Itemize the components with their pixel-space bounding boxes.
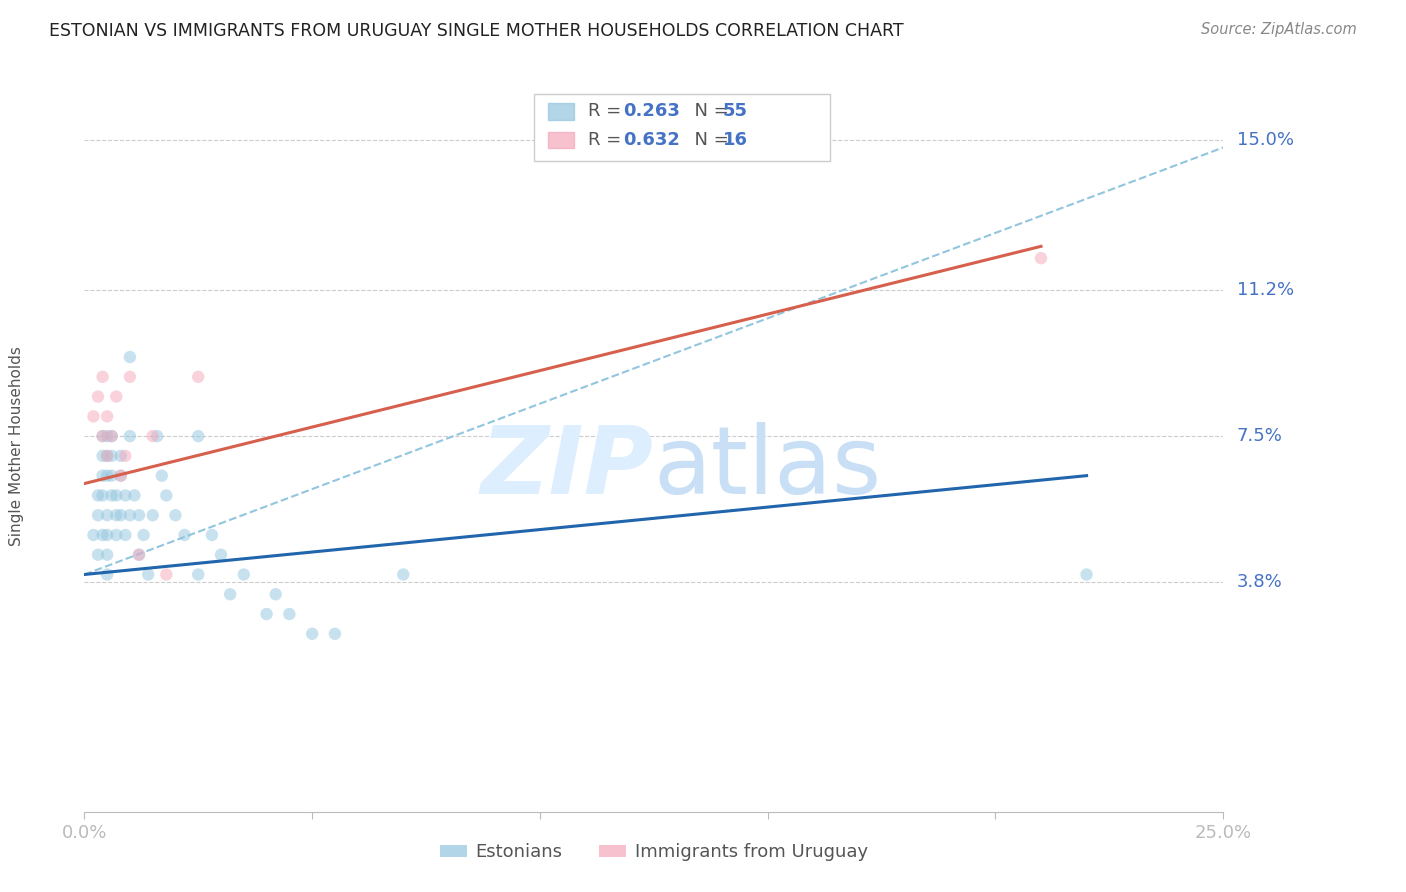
Point [128,508,150,523]
Point [100,429,122,443]
Point [155,488,177,502]
Point [105,528,128,542]
Point [128,548,150,562]
Point [118,369,141,384]
Point [278,607,301,621]
Point [256,607,278,621]
Text: N =: N = [683,103,735,120]
Point [301,627,323,641]
Point [91,468,114,483]
Point [264,587,287,601]
Point [87,488,110,502]
Point [187,369,209,384]
Point [110,468,132,483]
Point [165,508,187,523]
Point [105,488,128,502]
Point [100,468,122,483]
Point [100,429,122,443]
Text: 11.2%: 11.2% [1237,281,1294,299]
Point [91,528,114,542]
Point [82,409,104,424]
Point [1076,567,1098,582]
Point [118,508,141,523]
Point [219,587,242,601]
Text: N =: N = [683,131,735,149]
Point [114,488,136,502]
Point [187,567,209,582]
Point [392,567,415,582]
Text: atlas: atlas [654,422,882,514]
Point [142,429,165,443]
Text: R =: R = [588,103,627,120]
Text: ESTONIAN VS IMMIGRANTS FROM URUGUAY SINGLE MOTHER HOUSEHOLDS CORRELATION CHART: ESTONIAN VS IMMIGRANTS FROM URUGUAY SING… [49,22,904,40]
Point [100,449,122,463]
Point [201,528,224,542]
Point [110,449,132,463]
Text: 15.0%: 15.0% [1237,130,1294,149]
Point [96,449,118,463]
Text: R =: R = [588,131,627,149]
Point [91,449,114,463]
Point [82,528,104,542]
Point [91,429,114,443]
Point [96,528,118,542]
Point [142,508,165,523]
Point [110,468,132,483]
Point [1029,251,1052,265]
Point [96,548,118,562]
Text: 7.5%: 7.5% [1237,427,1282,445]
Point [128,548,150,562]
Text: ZIP: ZIP [481,422,654,514]
Text: 55: 55 [723,103,748,120]
Point [323,627,346,641]
Point [91,488,114,502]
Point [146,429,169,443]
Point [96,449,118,463]
Point [96,429,118,443]
Point [118,429,141,443]
Point [118,350,141,364]
Point [136,567,159,582]
Point [209,548,232,562]
Point [87,390,110,404]
Point [87,508,110,523]
Point [124,488,146,502]
Point [87,548,110,562]
Text: 16: 16 [723,131,748,149]
Point [91,429,114,443]
Point [173,528,195,542]
Point [96,468,118,483]
Point [150,468,173,483]
Point [114,449,136,463]
Point [96,409,118,424]
Point [132,528,155,542]
Point [105,390,128,404]
Point [96,508,118,523]
Point [96,567,118,582]
Point [187,429,209,443]
Point [155,567,177,582]
Point [105,508,128,523]
Point [110,508,132,523]
Text: Source: ZipAtlas.com: Source: ZipAtlas.com [1201,22,1357,37]
Text: Single Mother Households: Single Mother Households [8,346,24,546]
Point [114,528,136,542]
Text: 0.263: 0.263 [623,103,679,120]
Legend: Estonians, Immigrants from Uruguay: Estonians, Immigrants from Uruguay [432,836,876,869]
Point [91,369,114,384]
Point [232,567,254,582]
Text: 3.8%: 3.8% [1237,574,1282,591]
Text: 0.632: 0.632 [623,131,679,149]
Point [100,488,122,502]
